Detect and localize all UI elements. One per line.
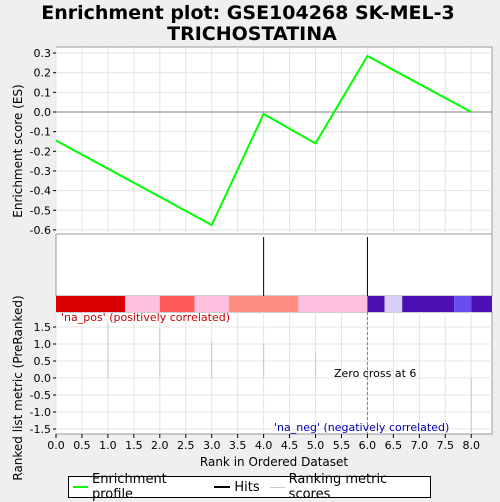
metric-ytick-label-0: 1.5 [34,321,52,334]
legend-item-profile: Enrichment profile [73,472,204,502]
es-ytick-label-3: 0.0 [34,106,52,119]
legend: Enrichment profile Hits Ranking metric s… [68,476,431,498]
metric-bar-2 [211,341,212,378]
x-tick-label-9: 4.5 [281,439,299,452]
heat-segment-5 [298,296,367,312]
metric-bar-1 [159,329,160,378]
legend-label-hits: Hits [234,480,259,495]
x-tick-label-10: 5.0 [307,439,325,452]
x-tick-label-14: 7.0 [411,439,429,452]
x-tick-label-4: 2.0 [151,439,169,452]
metric-ytick-label-2: 0.5 [34,355,52,368]
metric-y-axis-label: Ranked list metric (PreRanked) [11,295,25,480]
metric-bar-3 [263,344,264,378]
metric-bar-5 [419,378,420,379]
legend-swatch-profile [73,486,88,488]
x-axis-label: Rank in Ordered Dataset [200,455,348,469]
heat-segment-2 [160,296,195,312]
es-ytick-label-6: -0.3 [30,165,51,178]
metric-ytick-label-6: -1.5 [30,423,51,436]
metric-ytick-label-1: 1.0 [34,338,52,351]
heat-segment-1 [125,296,160,312]
legend-item-hits: Hits [214,480,259,495]
metric-ytick-label-4: -0.5 [30,389,51,402]
x-tick-label-2: 1.0 [99,439,117,452]
x-tick-label-5: 2.5 [177,439,195,452]
legend-label-profile: Enrichment profile [92,472,204,502]
legend-swatch-metric [270,487,285,488]
legend-item-metric: Ranking metric scores [270,472,424,502]
es-ytick-label-5: -0.2 [30,145,51,158]
heat-segment-6 [367,296,384,312]
es-ytick-label-1: 0.2 [34,67,52,80]
es-ytick-label-7: -0.4 [30,185,51,198]
x-tick-label-11: 5.5 [333,439,351,452]
metric-bar-4 [315,353,316,379]
x-tick-label-15: 7.5 [437,439,455,452]
neg-annotation: 'na_neg' (negatively correlated) [274,421,449,434]
x-tick-label-8: 4.0 [255,439,273,452]
metric-bar-0 [107,324,108,378]
es-ytick-label-0: 0.3 [34,47,52,60]
heat-segment-7 [385,296,403,312]
x-tick-label-13: 6.5 [385,439,403,452]
heat-segment-10 [471,296,492,312]
es-ytick-label-2: 0.1 [34,86,52,99]
x-tick-label-6: 3.0 [203,439,221,452]
x-tick-label-1: 0.5 [73,439,91,452]
pos-annotation: 'na_pos' (positively correlated) [61,311,230,324]
x-tick-label-3: 1.5 [125,439,143,452]
es-ytick-label-8: -0.5 [30,204,51,217]
heat-segment-9 [454,296,471,312]
x-tick-label-0: 0.0 [47,439,65,452]
legend-label-metric: Ranking metric scores [289,472,424,502]
heat-segment-4 [229,296,299,312]
heat-segment-3 [195,296,229,312]
metric-ytick-label-3: 0.0 [34,372,52,385]
zero-cross-annotation: Zero cross at 6 [334,367,416,380]
plot-background [56,47,492,434]
x-tick-label-16: 8.0 [462,439,480,452]
metric-bar-6 [471,378,472,432]
es-ytick-label-4: -0.1 [30,126,51,139]
legend-swatch-hits [214,486,230,488]
metric-ytick-label-5: -1.0 [30,406,51,419]
x-tick-label-7: 3.5 [229,439,247,452]
es-ytick-label-9: -0.6 [30,224,51,237]
es-y-axis-label: Enrichment score (ES) [11,84,25,217]
x-tick-label-12: 6.0 [359,439,377,452]
chart-title-line-1: Enrichment plot: GSE104268 SK-MEL-3 [41,2,454,24]
heat-segment-8 [402,296,454,312]
chart-title-line-2: TRICHOSTATINA [167,23,337,45]
heat-segment-0 [56,296,125,312]
